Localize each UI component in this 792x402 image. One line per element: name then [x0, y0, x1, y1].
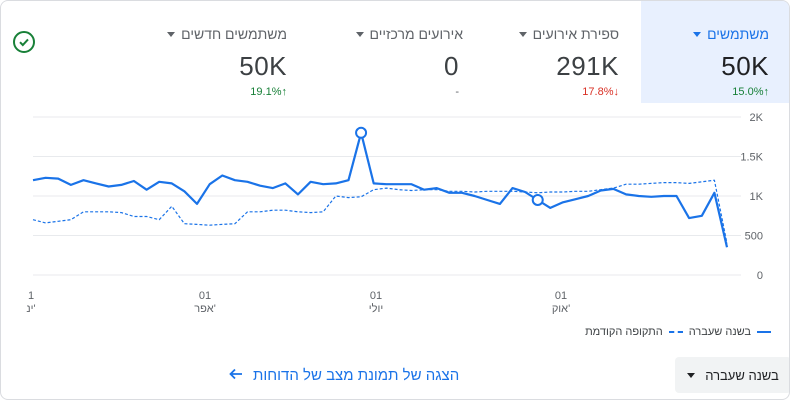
- metric-label-text: משתמשים חדשים: [181, 26, 287, 42]
- arrow-left-icon: [229, 367, 243, 384]
- metric-value: 0: [444, 51, 459, 81]
- metric-label-text: משתמשים: [707, 26, 769, 42]
- metric-label-text: ספירת אירועים: [532, 26, 619, 42]
- y-tick-label: 500: [745, 231, 763, 243]
- y-tick-label: 1.5K: [740, 152, 763, 164]
- date-range-dropdown[interactable]: בשנה שעברה: [675, 357, 789, 393]
- y-tick-label: 1K: [750, 191, 764, 203]
- metric-change: 15.0%↑: [732, 86, 769, 98]
- metric-label-text: אירועים מרכזיים: [369, 26, 463, 42]
- caret-down-icon: [167, 31, 176, 37]
- chart-legend: בשנה שעברה התקופה הקודמת: [571, 326, 771, 338]
- data-point-marker: [531, 193, 544, 206]
- metric-label-event-count[interactable]: ספירת אירועים: [518, 26, 619, 42]
- metric-change-value: 17.8%: [582, 86, 614, 98]
- metric-tab-new-users[interactable]: משתמשים חדשים 50K 19.1%↑: [141, 1, 291, 103]
- check-circle-icon: [13, 31, 35, 53]
- x-tick-label: 01: [370, 290, 382, 302]
- view-reports-snapshot-link[interactable]: הצגה של תמונת מצב של הדוחות: [229, 367, 459, 384]
- x-tick-label: יולי: [369, 302, 383, 315]
- metric-label-key-events[interactable]: אירועים מרכזיים: [355, 26, 463, 42]
- metric-label-users[interactable]: משתמשים: [693, 26, 769, 42]
- caret-down-icon: [355, 31, 364, 37]
- x-tick-label: אפר': [194, 303, 216, 315]
- data-point-marker: [355, 126, 368, 139]
- caret-down-icon: [687, 372, 696, 378]
- metric-change: 19.1%↑: [250, 86, 287, 98]
- date-range-label: בשנה שעברה: [705, 367, 779, 383]
- metric-tab-key-events[interactable]: אירועים מרכזיים 0 -: [329, 1, 479, 103]
- metric-tab-users[interactable]: משתמשים 50K 15.0%↑: [641, 1, 789, 103]
- caret-down-icon: [693, 31, 702, 37]
- series-line-previous: [32, 179, 728, 244]
- view-link-text: הצגה של תמונת מצב של הדוחות: [253, 367, 460, 384]
- arrow-up-icon: ↑: [281, 86, 288, 98]
- metric-value: 50K: [721, 51, 769, 81]
- x-tick-label: אוק': [552, 303, 570, 315]
- metric-label-new-users[interactable]: משתמשים חדשים: [167, 26, 287, 42]
- metric-tab-event-count[interactable]: ספירת אירועים 291K 17.8%↓: [491, 1, 641, 103]
- series-line-current: [32, 131, 729, 248]
- metric-change: -: [455, 86, 459, 98]
- x-tick-label: ינ': [26, 303, 35, 315]
- metric-value: 50K: [239, 51, 287, 81]
- x-tick-label: 1: [28, 290, 34, 302]
- caret-down-icon: [518, 31, 527, 37]
- legend-previous: התקופה הקודמת: [585, 326, 663, 338]
- metric-change-value: 19.1%: [250, 86, 282, 98]
- metric-change-value: 15.0%: [732, 86, 764, 98]
- metric-value: 291K: [556, 51, 619, 81]
- metric-change: 17.8%↓: [582, 86, 619, 98]
- arrow-down-icon: ↓: [613, 86, 620, 98]
- arrow-up-icon: ↑: [763, 86, 770, 98]
- x-tick-label: 01: [555, 290, 567, 302]
- legend-current: בשנה שעברה: [688, 326, 751, 338]
- legend-solid-line-icon: [757, 331, 771, 333]
- y-tick-label: 0: [757, 270, 763, 282]
- y-tick-label: 2K: [750, 112, 764, 124]
- x-tick-label: 01: [199, 290, 211, 302]
- legend-dashed-line-icon: [668, 331, 683, 333]
